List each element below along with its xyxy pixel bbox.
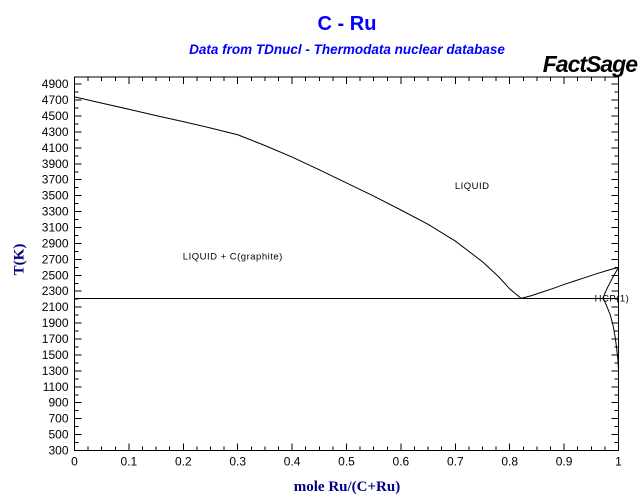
x-tick-label: 0.2 [175, 455, 192, 469]
plot-frame [74, 76, 619, 451]
y-tick-label: 2500 [42, 268, 69, 282]
y-tick-label: 2300 [42, 284, 69, 298]
y-tick-label: 2700 [42, 252, 69, 266]
y-tick-label: 3500 [42, 189, 69, 203]
y-tick-label: 500 [48, 428, 68, 442]
x-tick-label: 0.1 [121, 455, 138, 469]
y-tick-label: 3900 [42, 157, 69, 171]
y-tick-label: 300 [48, 444, 68, 458]
x-tick-label: 1 [615, 455, 622, 469]
y-tick-label: 1500 [42, 348, 69, 362]
region-label-hcp: HCP(1) [595, 293, 630, 304]
y-tick-label: 4900 [42, 77, 69, 91]
factsage-logo: FactSage [542, 51, 638, 77]
y-tick-label: 1900 [42, 316, 69, 330]
curve-hcp-solvus [602, 298, 619, 371]
y-tick-label: 4500 [42, 109, 69, 123]
y-tick-label: 2100 [42, 300, 69, 314]
curve-liquidus-graphite [74, 96, 522, 299]
x-tick-label: 0.5 [338, 455, 355, 469]
curve-liquidus-ru [520, 266, 619, 299]
x-axis-title: mole Ru/(C+Ru) [293, 479, 401, 495]
y-tick-label: 3300 [42, 205, 69, 219]
x-tick-label: 0.9 [556, 455, 573, 469]
y-tick-label: 900 [48, 396, 68, 410]
y-tick-label: 3100 [42, 221, 69, 235]
y-tick-label: 4300 [42, 125, 69, 139]
page-subtitle: Data from TDnucl - Thermodata nuclear da… [189, 42, 505, 57]
y-tick-label: 4100 [42, 141, 69, 155]
y-tick-label: 700 [48, 412, 68, 426]
page-title: C - Ru [317, 13, 377, 35]
region-label-liquid-graphite: LIQUID + C(graphite) [183, 252, 283, 263]
y-tick-label: 3700 [42, 173, 69, 187]
curve-hcp-solidus [602, 267, 619, 299]
y-tick-label: 4700 [42, 93, 69, 107]
region-label-liquid: LIQUID [455, 181, 490, 192]
x-tick-label: 0.4 [284, 455, 301, 469]
y-tick-label: 2900 [42, 236, 69, 250]
x-tick-label: 0 [71, 455, 78, 469]
x-tick-label: 0.7 [447, 455, 464, 469]
y-tick-label: 1300 [42, 364, 69, 378]
x-tick-label: 0.8 [501, 455, 518, 469]
y-tick-label: 1700 [42, 332, 69, 346]
y-tick-label: 1100 [43, 380, 69, 394]
x-tick-label: 0.6 [393, 455, 410, 469]
x-tick-label: 0.3 [229, 455, 246, 469]
